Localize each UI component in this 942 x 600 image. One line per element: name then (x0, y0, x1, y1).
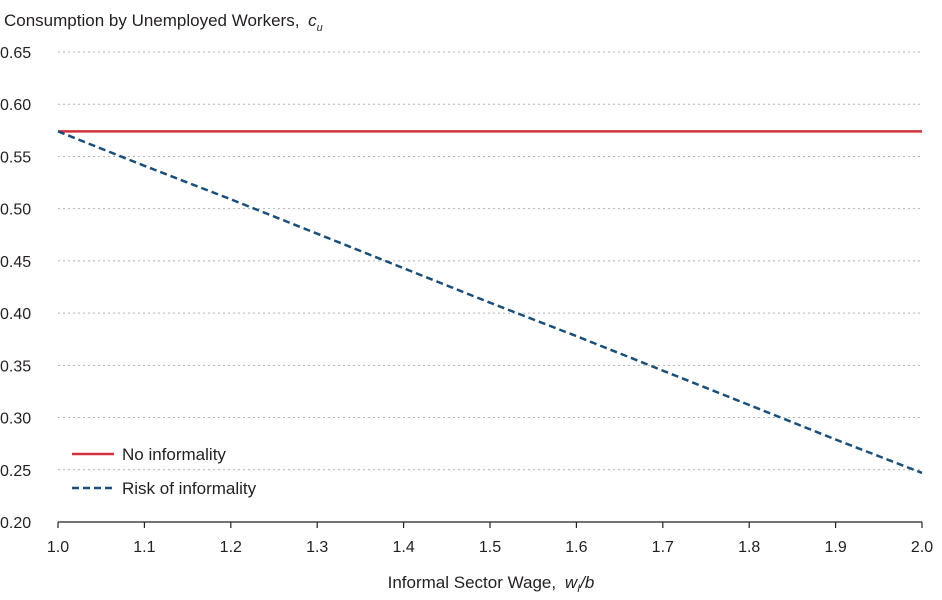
x-tick-label: 1.9 (824, 539, 846, 556)
x-axis-tick-labels: 1.0 1.1 1.2 1.3 1.4 1.5 1.6 1.7 1.8 1.9 2.0 (47, 539, 933, 556)
y-axis-title-text: Consumption by Unemployed Workers, (4, 11, 299, 30)
y-tick-label: 0.45 (0, 254, 31, 271)
x-tick-label: 1.1 (133, 539, 155, 556)
x-tick-label: 1.3 (306, 539, 328, 556)
x-tick-label: 1.0 (47, 539, 69, 556)
y-tick-label: 0.65 (0, 45, 31, 62)
x-axis-title-text: Informal Sector Wage, (388, 573, 557, 592)
y-tick-label: 0.50 (0, 202, 31, 219)
y-tick-label: 0.25 (0, 463, 31, 480)
legend: No informality Risk of informality (72, 445, 257, 498)
x-axis-title: Informal Sector Wage, wI/b (388, 573, 595, 595)
gridlines (58, 51, 922, 471)
x-tick-label: 1.7 (652, 539, 674, 556)
series-line-risk-of-informality (57, 130, 923, 475)
x-axis-title-symbol-suffix: /b (579, 573, 594, 592)
x-tick-label: 1.4 (392, 539, 414, 556)
y-axis-tick-labels: 0.20 0.25 0.30 0.35 0.40 0.45 0.50 0.55 0.60 0.65 (0, 45, 31, 532)
x-tick-label: 2.0 (911, 539, 933, 556)
x-tick-label: 1.2 (220, 539, 242, 556)
data-series (57, 130, 923, 475)
legend-label-risk-of-informality: Risk of informality (122, 479, 257, 498)
legend-label-no-informality: No informality (122, 445, 226, 464)
y-tick-label: 0.60 (0, 97, 31, 114)
x-tick-label: 1.8 (738, 539, 760, 556)
y-tick-label: 0.20 (0, 515, 31, 532)
y-axis-title-symbol: c (308, 11, 317, 30)
y-axis-title-symbol-subscript: u (317, 22, 323, 34)
y-axis-title: Consumption by Unemployed Workers, cu (4, 11, 323, 34)
x-tick-label: 1.6 (565, 539, 587, 556)
x-axis-title-symbol-subscript: I (577, 583, 580, 595)
x-axis (57, 521, 923, 528)
y-tick-label: 0.40 (0, 306, 31, 323)
y-tick-label: 0.35 (0, 358, 31, 375)
y-tick-label: 0.30 (0, 411, 31, 428)
y-tick-label: 0.55 (0, 149, 31, 166)
x-tick-label: 1.5 (479, 539, 501, 556)
x-axis-title-symbol: w (565, 573, 579, 592)
